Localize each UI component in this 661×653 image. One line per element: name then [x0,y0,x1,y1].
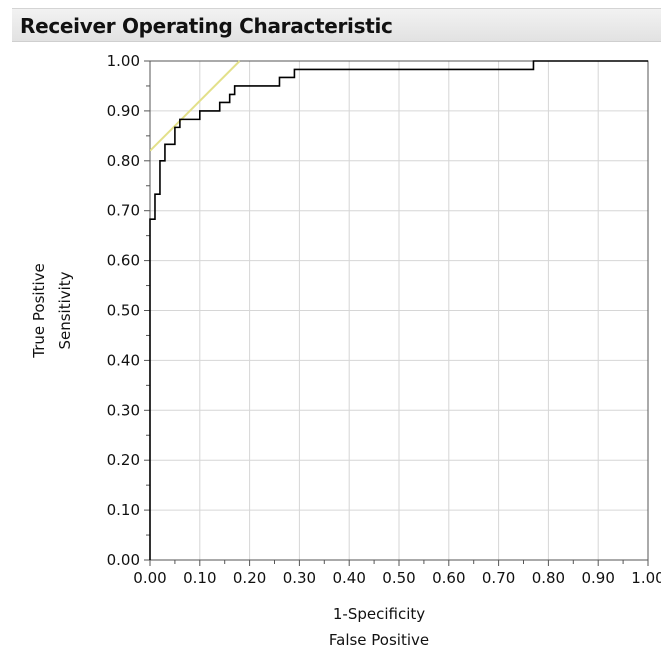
y-tick-label: 0.10 [107,501,140,519]
x-tick-label: 0.70 [482,569,515,587]
y-tick-label: 0.50 [107,302,140,320]
x-tick-label: 0.60 [432,569,465,587]
x-tick-label: 0.30 [283,569,316,587]
y-tick-label: 0.90 [107,102,140,120]
x-axis-label: 1-Specificity [333,605,425,623]
tangent-line [150,60,241,152]
y-tick-label: 0.60 [107,252,140,270]
y-tick-label: 0.20 [107,451,140,469]
chart-title: Receiver Operating Characteristic [20,14,393,38]
y-tick-label: 0.40 [107,351,140,369]
y-tick-label: 0.30 [107,401,140,419]
x-tick-label: 0.50 [382,569,415,587]
x-tick-label: 0.20 [233,569,266,587]
y-tick-label: 1.00 [107,52,140,70]
panel-header[interactable]: Receiver Operating Characteristic [12,8,661,42]
x-tick-label: 0.10 [183,569,216,587]
x-tick-label: 1.00 [631,569,661,587]
x-tick-label: 0.80 [532,569,565,587]
y-tick-label: 0.00 [107,551,140,569]
y-axis-label: True Positive [30,263,48,358]
x-tick-label: 0.00 [133,569,166,587]
y-tick-label: 0.70 [107,202,140,220]
roc-curve [149,60,648,560]
x-axis-sublabel: False Positive [329,631,429,649]
y-axis-sublabel: Sensitivity [56,271,74,349]
y-tick-label: 0.80 [107,152,140,170]
x-tick-label: 0.90 [581,569,614,587]
x-tick-label: 0.40 [332,569,365,587]
